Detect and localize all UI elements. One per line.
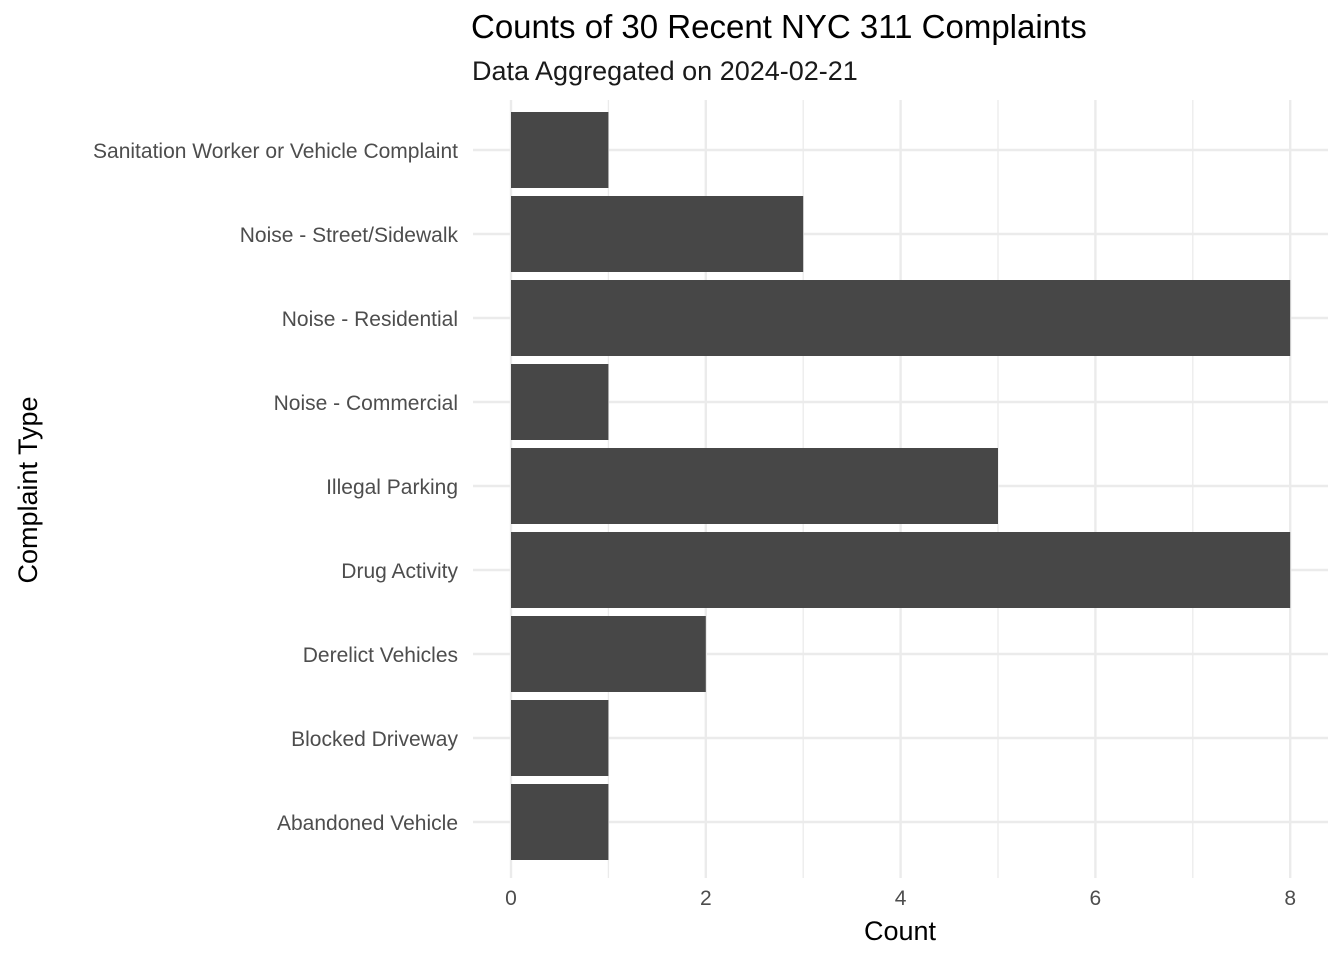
y-tick-label: Abandoned Vehicle [277, 812, 458, 835]
x-tick-labels: 0 2 4 6 8 [505, 887, 1296, 910]
y-tick-label: Noise - Commercial [274, 392, 458, 415]
bar [511, 532, 1291, 608]
bar [511, 196, 804, 272]
y-tick-label: Illegal Parking [326, 476, 458, 499]
bar [511, 280, 1291, 356]
bars [511, 112, 1291, 860]
y-tick-label: Derelict Vehicles [303, 644, 458, 667]
x-axis-title: Count [864, 916, 937, 946]
bar [511, 616, 706, 692]
y-tick-label: Sanitation Worker or Vehicle Complaint [93, 140, 458, 163]
y-tick-label: Noise - Residential [282, 308, 458, 331]
chart-subtitle: Data Aggregated on 2024-02-21 [472, 56, 858, 86]
x-tick-label: 4 [895, 887, 907, 910]
bar [511, 448, 998, 524]
bar [511, 364, 609, 440]
y-tick-label: Drug Activity [341, 560, 458, 583]
chart-title: Counts of 30 Recent NYC 311 Complaints [471, 8, 1087, 45]
x-tick-label: 8 [1284, 887, 1296, 910]
bar [511, 112, 609, 188]
bar [511, 700, 609, 776]
x-tick-label: 2 [700, 887, 712, 910]
y-tick-label: Blocked Driveway [291, 728, 458, 751]
y-tick-labels: Sanitation Worker or Vehicle Complaint No… [93, 140, 458, 835]
x-tick-label: 0 [505, 887, 517, 910]
x-tick-label: 6 [1090, 887, 1102, 910]
bar [511, 784, 609, 860]
y-axis-title: Complaint Type [13, 396, 43, 583]
y-tick-label: Noise - Street/Sidewalk [240, 224, 459, 247]
